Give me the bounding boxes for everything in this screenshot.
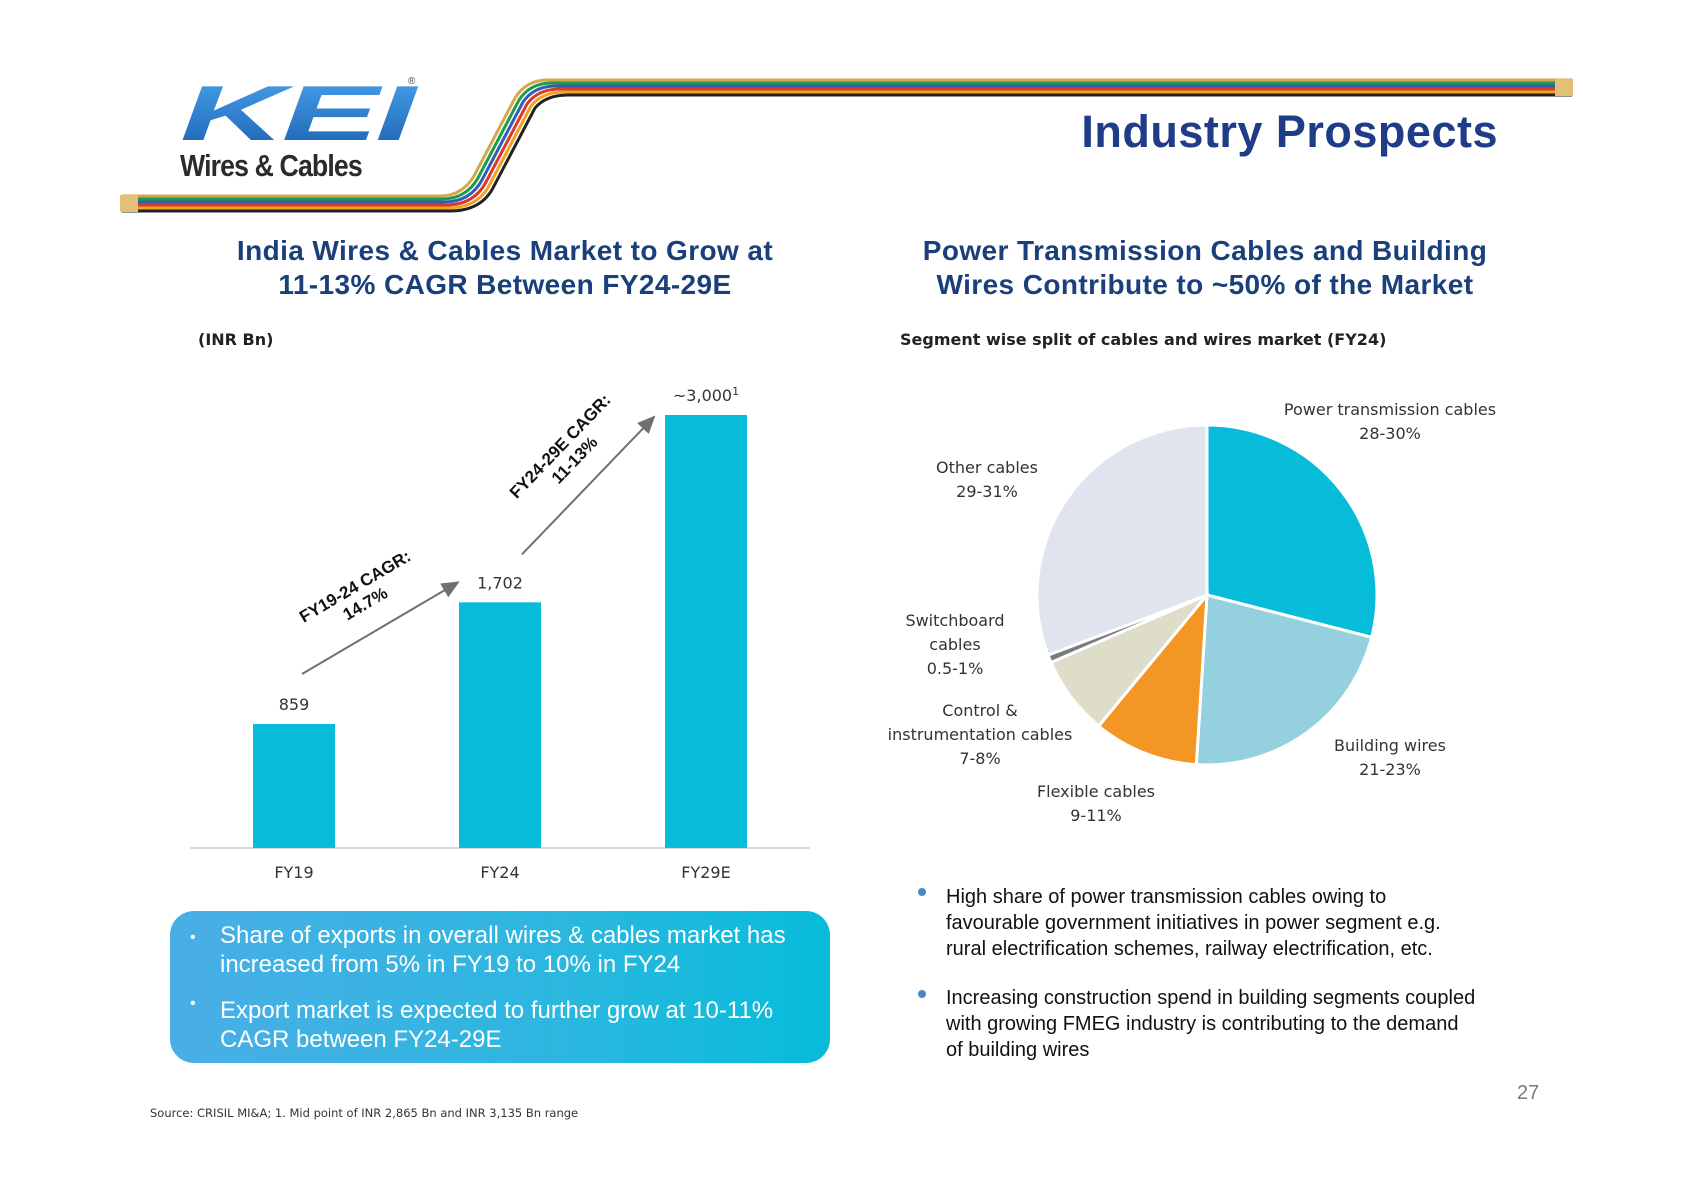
- unit-label: (INR Bn): [198, 330, 274, 349]
- right-bullet-1-line3: rural electrification schemes, railway e…: [946, 938, 1433, 960]
- footnote-marker: 1: [732, 385, 739, 398]
- bar-value-label-fy29e: ~3,0001: [673, 385, 739, 405]
- market-size-bar-chart: 859 FY19 1,702 FY24 ~3,0001 FY29E FY19-24 CAGR…: [190, 385, 810, 882]
- right-bullet-2-line1: Increasing construction spend in buildin…: [946, 987, 1476, 1009]
- export-highlight-box: • Share of exports in overall wires & ca…: [170, 911, 830, 1063]
- pie-label-control-instrumentation-cables-line1: Control &: [942, 701, 1017, 720]
- cagr-arrow-2: [521, 415, 656, 556]
- right-bullet-2-line2: with growing FMEG industry is contributi…: [946, 1013, 1459, 1035]
- right-title-line2: Wires Contribute to ~50% of the Market: [936, 269, 1474, 300]
- bar-fy24: [459, 602, 541, 848]
- pie-label-switchboard-cables-line2: cables: [929, 635, 980, 654]
- pie-chart-subtitle: Segment wise split of cables and wires m…: [900, 330, 1387, 349]
- x-tick-fy24: FY24: [480, 863, 519, 882]
- right-bullet-1: High share of power transmission cables …: [946, 884, 1526, 962]
- brand-subtitle: Wires & Cables: [180, 148, 363, 183]
- cable-stripes-decoration: [120, 78, 1573, 213]
- left-section-title: India Wires & Cables Market to Grow at 1…: [180, 234, 830, 302]
- pie-label-building-wires: Building wires 21-23%: [1334, 736, 1446, 779]
- cagr-annotation-2: FY24-29E CAGR:11-13%: [506, 390, 615, 502]
- pie-label-control-instrumentation-cables-line3: 7-8%: [959, 749, 1000, 768]
- export-item-2: Export market is expected to further gro…: [220, 996, 800, 1054]
- export-item-2-line1: Export market is expected to further gro…: [220, 997, 774, 1024]
- right-bullet-1-line1: High share of power transmission cables …: [946, 886, 1387, 908]
- page-number: 27: [1517, 1082, 1540, 1104]
- right-section-title: Power Transmission Cables and Building W…: [880, 234, 1530, 302]
- export-item-1: Share of exports in overall wires & cabl…: [220, 921, 800, 979]
- right-bullet-1-line2: favourable government initiatives in pow…: [946, 912, 1441, 934]
- bar-fy19: [253, 724, 335, 848]
- pie-label-building-wires-line2: 21-23%: [1359, 760, 1421, 779]
- pie-label-control-instrumentation-cables-line2: instrumentation cables: [888, 725, 1073, 744]
- pie-label-other-cables-line1: Other cables: [936, 458, 1038, 477]
- kei-logo-text: KEI: [180, 78, 418, 148]
- pie-slice-building-wires: [1194, 593, 1374, 767]
- kei-logo: KEI: [180, 78, 418, 148]
- right-title-line1: Power Transmission Cables and Building: [922, 235, 1488, 266]
- segment-split-pie-chart: Power transmission cables 28-30% Building …: [888, 400, 1496, 825]
- export-item-2-line2: CAGR between FY24-29E: [220, 1026, 502, 1053]
- right-bullet-2: Increasing construction spend in buildin…: [946, 985, 1526, 1063]
- pie-label-switchboard-cables-line3: 0.5-1%: [927, 659, 984, 678]
- pie-label-flexible-cables-line2: 9-11%: [1070, 806, 1122, 825]
- left-title-line1: India Wires & Cables Market to Grow at: [236, 235, 774, 266]
- right-bullet-dot-2: [918, 990, 926, 998]
- cagr-arrow-1: [301, 581, 460, 675]
- pie-label-flexible-cables-line1: Flexible cables: [1037, 782, 1155, 801]
- bar-fy29e: [665, 415, 747, 848]
- x-tick-fy29e: FY29E: [681, 863, 730, 882]
- cagr-annotation-1: FY19-24 CAGR:14.7%: [296, 547, 414, 627]
- pie-label-control-instrumentation-cables: Control & instrumentation cables 7-8%: [888, 701, 1073, 768]
- bar-value-label-fy24: 1,702: [477, 573, 523, 592]
- pie-slice-other-cables: [1035, 423, 1209, 658]
- registered-mark: ®: [408, 76, 416, 87]
- export-bullet-1: •: [190, 929, 196, 946]
- pie-label-switchboard-cables-line1: Switchboard: [905, 611, 1004, 630]
- export-bullet-2: •: [190, 995, 196, 1012]
- pie-label-power-transmission-cables: Power transmission cables 28-30%: [1284, 400, 1496, 443]
- pie-label-other-cables: Other cables 29-31%: [936, 458, 1038, 501]
- left-title-line2: 11-13% CAGR Between FY24-29E: [278, 269, 732, 300]
- bar-value-label-fy19: 859: [279, 695, 310, 714]
- pie-label-other-cables-line2: 29-31%: [956, 482, 1018, 501]
- pie-label-flexible-cables: Flexible cables 9-11%: [1037, 782, 1155, 825]
- export-item-1-line1: Share of exports in overall wires & cabl…: [220, 922, 786, 949]
- pie-label-building-wires-line1: Building wires: [1334, 736, 1446, 755]
- pie-label-power-transmission-cables-line1: Power transmission cables: [1284, 400, 1496, 419]
- right-bullet-dot-1: [918, 888, 926, 896]
- pie-label-switchboard-cables: Switchboard cables 0.5-1%: [905, 611, 1004, 678]
- source-note: Source: CRISIL MI&A; 1. Mid point of INR…: [150, 1106, 579, 1120]
- pie-slice-power-transmission-cables: [1205, 423, 1379, 640]
- pie-slice-flexible-cables: [1096, 590, 1209, 767]
- page-title: Industry Prospects: [1081, 106, 1498, 157]
- pie-label-power-transmission-cables-line2: 28-30%: [1359, 424, 1421, 443]
- export-item-1-line2: increased from 5% in FY19 to 10% in FY24: [220, 951, 681, 978]
- x-tick-fy19: FY19: [274, 863, 313, 882]
- right-bullet-2-line3: of building wires: [946, 1039, 1090, 1061]
